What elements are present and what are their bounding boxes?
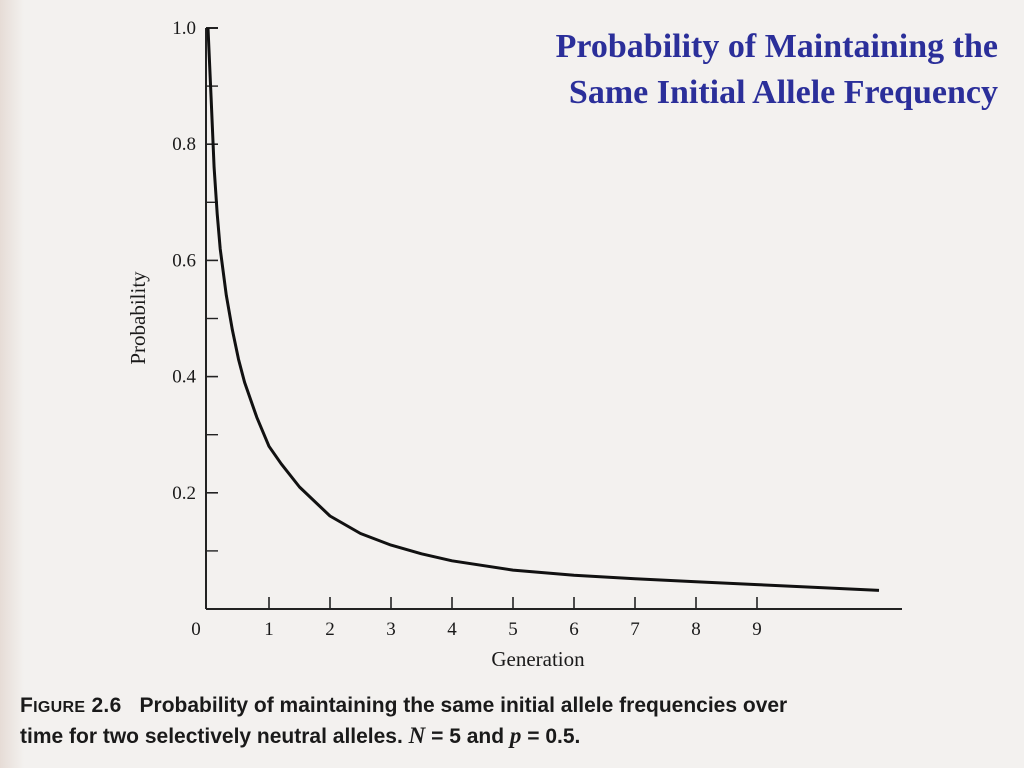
caption-text-2: time for two selectively neutral alleles… (20, 725, 403, 748)
y-tick-label: 0.2 (172, 483, 196, 504)
caption-line-2: time for two selectively neutral alleles… (20, 723, 581, 748)
y-axis-label: Probability (126, 271, 150, 365)
caption-text-1: Probability of maintaining the same init… (139, 694, 788, 717)
x-tick-label: 8 (691, 619, 701, 640)
x-tick-label: 2 (325, 619, 335, 640)
x-tick-label: 5 (508, 619, 518, 640)
figure-caption: FIGURE 2.6 Probability of maintaining the… (20, 692, 1010, 751)
chart-ticks: 0.2 0.4 0.6 0.8 1.0 0 1 2 3 4 5 6 7 8 9 (172, 18, 762, 640)
x-tick-label: 0 (191, 619, 201, 640)
x-tick-label: 6 (569, 619, 579, 640)
x-tick-label: 4 (447, 619, 457, 640)
x-axis-label: Generation (491, 647, 585, 671)
n-variable: N (408, 723, 426, 748)
x-tick-label: 7 (630, 619, 640, 640)
chart-series (206, 27, 880, 592)
slide-title-line-2: Same Initial Allele Frequency (568, 74, 998, 111)
x-tick-label: 9 (752, 619, 762, 640)
page-edge-shadow (0, 0, 24, 768)
chart-axes (205, 27, 902, 610)
x-tick-label: 3 (386, 619, 396, 640)
y-tick-label: 0.4 (172, 367, 196, 388)
probability-curve (206, 27, 880, 592)
probability-chart: 0.2 0.4 0.6 0.8 1.0 0 1 2 3 4 5 6 7 8 9 Generation Pro… (126, 18, 902, 671)
caption-line-1: FIGURE 2.6 Probability of maintaining the… (20, 692, 1010, 722)
p-variable: p (509, 723, 522, 748)
slide-title-line-1: Probability of Maintaining the (555, 28, 998, 65)
slide-title: Probability of Maintaining the Same Init… (438, 24, 998, 116)
y-tick-label: 0.6 (172, 250, 196, 271)
y-tick-label: 0.8 (172, 134, 196, 155)
x-tick-label: 1 (264, 619, 274, 640)
figure-label: FIGURE 2.6 (20, 694, 122, 717)
y-tick-label: 1.0 (172, 18, 196, 39)
